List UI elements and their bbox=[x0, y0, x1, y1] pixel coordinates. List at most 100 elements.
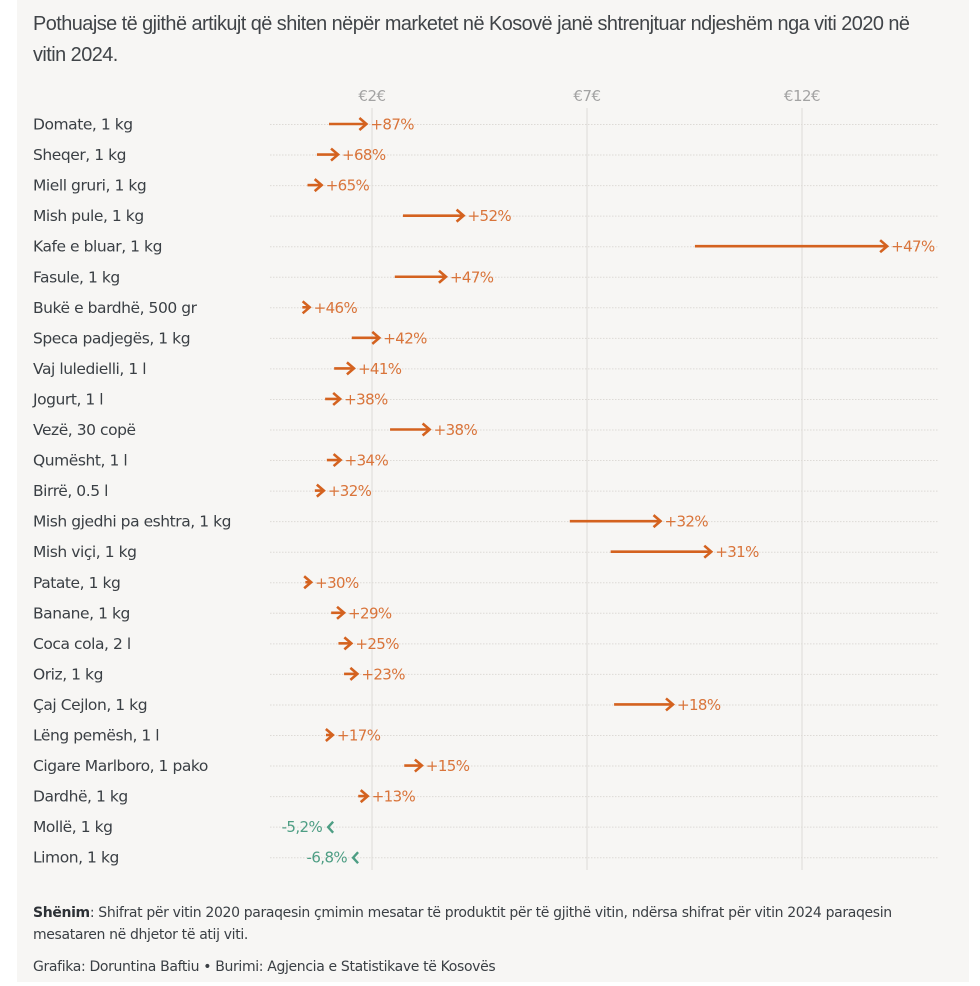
row-label: Çaj Cejlon, 1 kg bbox=[33, 696, 147, 714]
chart-row: Miell gruri, 1 kg +65% bbox=[33, 177, 370, 195]
change-label: -6,8% bbox=[307, 849, 348, 867]
row-label: Speca padjegës, 1 kg bbox=[33, 329, 190, 347]
chart-row: Lëng pemësh, 1 l +17% bbox=[33, 727, 381, 745]
arrow-head-icon bbox=[325, 728, 335, 742]
arrow-head-icon bbox=[349, 666, 360, 681]
chart-row: Mish gjedhi pa eshtra, 1 kg +32% bbox=[33, 513, 709, 531]
change-label: +38% bbox=[344, 390, 388, 408]
chart-row: Mish pule, 1 kg +52% bbox=[33, 207, 512, 225]
row-label: Bukë e bardhë, 500 gr bbox=[33, 299, 198, 317]
arrow-head-icon bbox=[421, 422, 432, 437]
change-label: +47% bbox=[891, 238, 935, 256]
chart-row: Banane, 1 kg +29% bbox=[33, 604, 393, 622]
change-label: +13% bbox=[372, 788, 416, 806]
chart-row: Çaj Cejlon, 1 kg +18% bbox=[33, 696, 721, 714]
change-label: +18% bbox=[677, 696, 721, 714]
row-label: Vaj luledielli, 1 l bbox=[33, 360, 146, 378]
footnote-text: : Shifrat për vitin 2020 paraqesin çmimi… bbox=[33, 905, 892, 943]
row-label: Oriz, 1 kg bbox=[33, 665, 103, 683]
chart-row: Patate, 1 kg +30% bbox=[33, 574, 360, 592]
row-label: Fasule, 1 kg bbox=[33, 268, 120, 286]
chart-row: Mollë, 1 kg -5,2% bbox=[33, 818, 335, 836]
arrow-head-icon bbox=[665, 697, 675, 712]
arrow-head-icon bbox=[330, 147, 341, 162]
arrow-head-icon bbox=[438, 269, 448, 284]
arrow-head-icon bbox=[371, 330, 382, 345]
row-label: Banane, 1 kg bbox=[33, 604, 130, 622]
arrow-head-icon bbox=[358, 117, 369, 131]
arrow-head-icon bbox=[879, 239, 890, 254]
change-label: +31% bbox=[715, 543, 759, 561]
x-tick-label: €2€ bbox=[358, 87, 385, 105]
change-label: +25% bbox=[355, 635, 399, 653]
arrow-head-icon bbox=[455, 208, 466, 223]
x-tick-label: €12€ bbox=[784, 87, 820, 105]
footnote-label: Shënim bbox=[33, 905, 90, 921]
arrow-chart: €2€ €7€ €12€ Domate, 1 kg +87% Sheqer, 1 kg +… bbox=[32, 87, 938, 870]
change-label: +47% bbox=[450, 268, 494, 286]
row-label: Mish pule, 1 kg bbox=[33, 207, 144, 225]
chart-row: Kafe e bluar, 1 kg +47% bbox=[33, 238, 936, 256]
chart-row: Oriz, 1 kg +23% bbox=[33, 665, 406, 683]
change-label: +17% bbox=[337, 727, 381, 745]
change-label: +32% bbox=[328, 482, 372, 500]
chevron-left-icon bbox=[351, 851, 359, 865]
arrow-head-icon bbox=[414, 758, 424, 773]
change-label: +34% bbox=[345, 452, 389, 470]
arrow-head-icon bbox=[332, 453, 343, 468]
arrow-head-icon bbox=[343, 636, 354, 651]
change-label: +42% bbox=[383, 329, 427, 347]
row-label: Qumësht, 1 l bbox=[33, 452, 127, 470]
row-label: Jogurt, 1 l bbox=[32, 390, 103, 408]
chart-row: Cigare Marlboro, 1 pako +15% bbox=[33, 757, 470, 775]
change-label: +29% bbox=[348, 604, 392, 622]
row-label: Mish viçi, 1 kg bbox=[33, 543, 137, 561]
change-label: +46% bbox=[314, 299, 358, 317]
chart-row: Mish viçi, 1 kg +31% bbox=[33, 543, 760, 561]
change-label: +23% bbox=[361, 665, 405, 683]
row-label: Limon, 1 kg bbox=[33, 849, 119, 867]
row-label: Sheqer, 1 kg bbox=[33, 146, 126, 164]
row-label: Mollë, 1 kg bbox=[33, 818, 113, 836]
arrow-head-icon bbox=[336, 605, 347, 620]
arrow-head-icon bbox=[315, 483, 326, 498]
row-label: Birrë, 0.5 l bbox=[33, 482, 108, 500]
chart-row: Sheqer, 1 kg +68% bbox=[33, 146, 386, 164]
arrow-head-icon bbox=[703, 544, 714, 559]
row-label: Domate, 1 kg bbox=[33, 116, 133, 134]
footnote: Shënim: Shifrat për vitin 2020 paraqesin… bbox=[33, 902, 953, 946]
row-label: Lëng pemësh, 1 l bbox=[33, 727, 159, 745]
change-label: +32% bbox=[665, 513, 709, 531]
chart-row: Coca cola, 2 l +25% bbox=[33, 635, 400, 653]
change-label: -5,2% bbox=[282, 818, 323, 836]
arrow-head-icon bbox=[359, 789, 370, 804]
credit-line: Grafika: Doruntina Baftiu • Burimi: Agje… bbox=[33, 959, 496, 975]
change-label: +52% bbox=[468, 207, 512, 225]
row-label: Coca cola, 2 l bbox=[33, 635, 131, 653]
arrow-head-icon bbox=[301, 300, 312, 315]
chart-row: Speca padjegës, 1 kg +42% bbox=[33, 329, 428, 347]
chart-row: Domate, 1 kg +87% bbox=[33, 116, 415, 134]
change-label: +65% bbox=[326, 177, 370, 195]
change-label: +87% bbox=[370, 116, 414, 134]
arrow-head-icon bbox=[313, 178, 324, 193]
chart-row: Jogurt, 1 l +38% bbox=[32, 390, 389, 408]
row-label: Kafe e bluar, 1 kg bbox=[33, 238, 162, 256]
change-label: +68% bbox=[342, 146, 386, 164]
row-label: Miell gruri, 1 kg bbox=[33, 177, 146, 195]
chart-row: Bukë e bardhë, 500 gr +46% bbox=[33, 299, 358, 317]
x-axis-tick-labels: €2€ €7€ €12€ bbox=[358, 87, 820, 105]
arrow-head-icon bbox=[346, 361, 356, 376]
chart-row: Vaj luledielli, 1 l +41% bbox=[33, 360, 402, 378]
chart-row: Dardhë, 1 kg +13% bbox=[33, 788, 416, 806]
row-label: Dardhë, 1 kg bbox=[33, 788, 128, 806]
arrow-head-icon bbox=[303, 575, 314, 590]
row-label: Mish gjedhi pa eshtra, 1 kg bbox=[33, 513, 231, 531]
change-label: +41% bbox=[358, 360, 402, 378]
chart-rows: Domate, 1 kg +87% Sheqer, 1 kg +68% Miell gr… bbox=[32, 116, 936, 867]
vertical-gridlines bbox=[371, 108, 803, 870]
change-label: +38% bbox=[434, 421, 478, 439]
chart-row: Vezë, 30 copë +38% bbox=[33, 421, 478, 439]
chart-title: Pothuajse të gjithë artikujt që shiten n… bbox=[33, 12, 910, 66]
row-label: Patate, 1 kg bbox=[33, 574, 120, 592]
